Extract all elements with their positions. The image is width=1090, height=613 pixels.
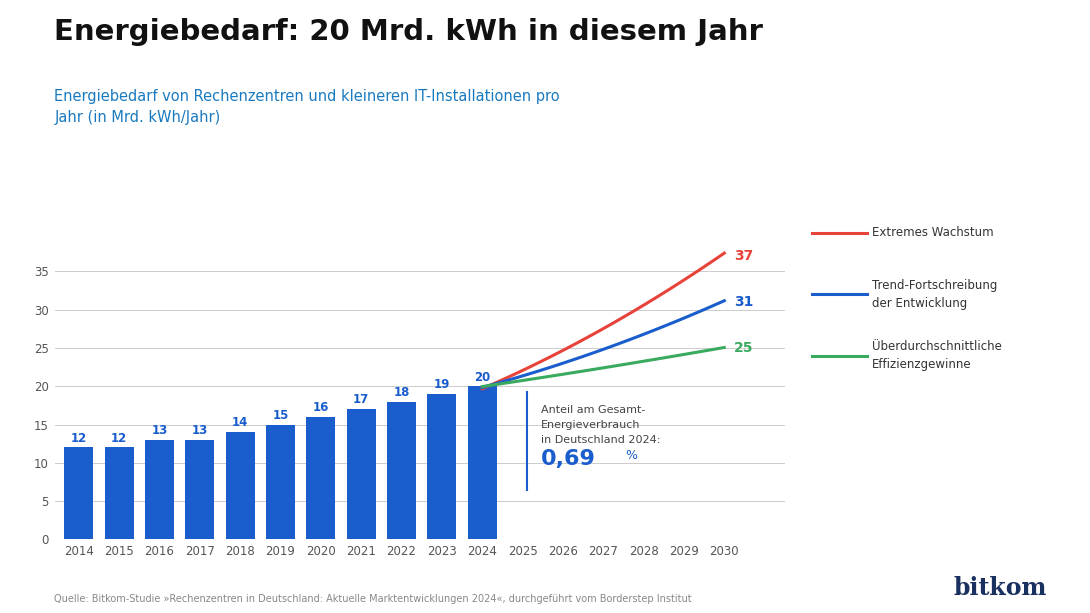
Text: 14: 14 <box>232 416 249 430</box>
Text: 18: 18 <box>393 386 410 399</box>
Text: 13: 13 <box>152 424 168 437</box>
Bar <box>226 432 255 539</box>
Text: 25: 25 <box>735 341 754 355</box>
Text: 16: 16 <box>313 401 329 414</box>
Text: Energiebedarf: 20 Mrd. kWh in diesem Jahr: Energiebedarf: 20 Mrd. kWh in diesem Jah… <box>54 18 763 47</box>
Bar <box>64 447 94 539</box>
Bar <box>387 402 416 539</box>
Bar <box>468 386 497 539</box>
Text: 15: 15 <box>272 409 289 422</box>
Text: Überdurchschnittliche
Effizienzgewinne: Überdurchschnittliche Effizienzgewinne <box>872 340 1002 371</box>
Text: %: % <box>626 449 638 462</box>
Text: Quelle: Bitkom-Studie »Rechenzentren in Deutschland: Aktuelle Marktentwicklungen: Quelle: Bitkom-Studie »Rechenzentren in … <box>54 594 692 604</box>
Text: Extremes Wachstum: Extremes Wachstum <box>872 226 994 240</box>
Text: 17: 17 <box>353 394 370 406</box>
Text: 12: 12 <box>71 432 87 445</box>
Text: 12: 12 <box>111 432 128 445</box>
Bar <box>105 447 134 539</box>
Bar <box>427 394 457 539</box>
Text: Anteil am Gesamt-
Energieverbrauch
in Deutschland 2024:: Anteil am Gesamt- Energieverbrauch in De… <box>541 405 661 445</box>
Text: 31: 31 <box>735 295 754 309</box>
Bar <box>185 440 215 539</box>
Text: 0,69: 0,69 <box>541 449 595 469</box>
Bar <box>306 417 336 539</box>
Bar <box>266 424 295 539</box>
Text: 19: 19 <box>434 378 450 391</box>
Text: 37: 37 <box>735 249 753 263</box>
Text: 13: 13 <box>192 424 208 437</box>
Text: Energiebedarf von Rechenzentren und kleineren IT-Installationen pro
Jahr (in Mrd: Energiebedarf von Rechenzentren und klei… <box>54 89 560 125</box>
Text: Trend-Fortschreibung
der Entwicklung: Trend-Fortschreibung der Entwicklung <box>872 279 997 310</box>
Bar <box>347 409 376 539</box>
Bar <box>145 440 174 539</box>
Text: bitkom: bitkom <box>953 576 1046 600</box>
Text: 20: 20 <box>474 370 490 384</box>
